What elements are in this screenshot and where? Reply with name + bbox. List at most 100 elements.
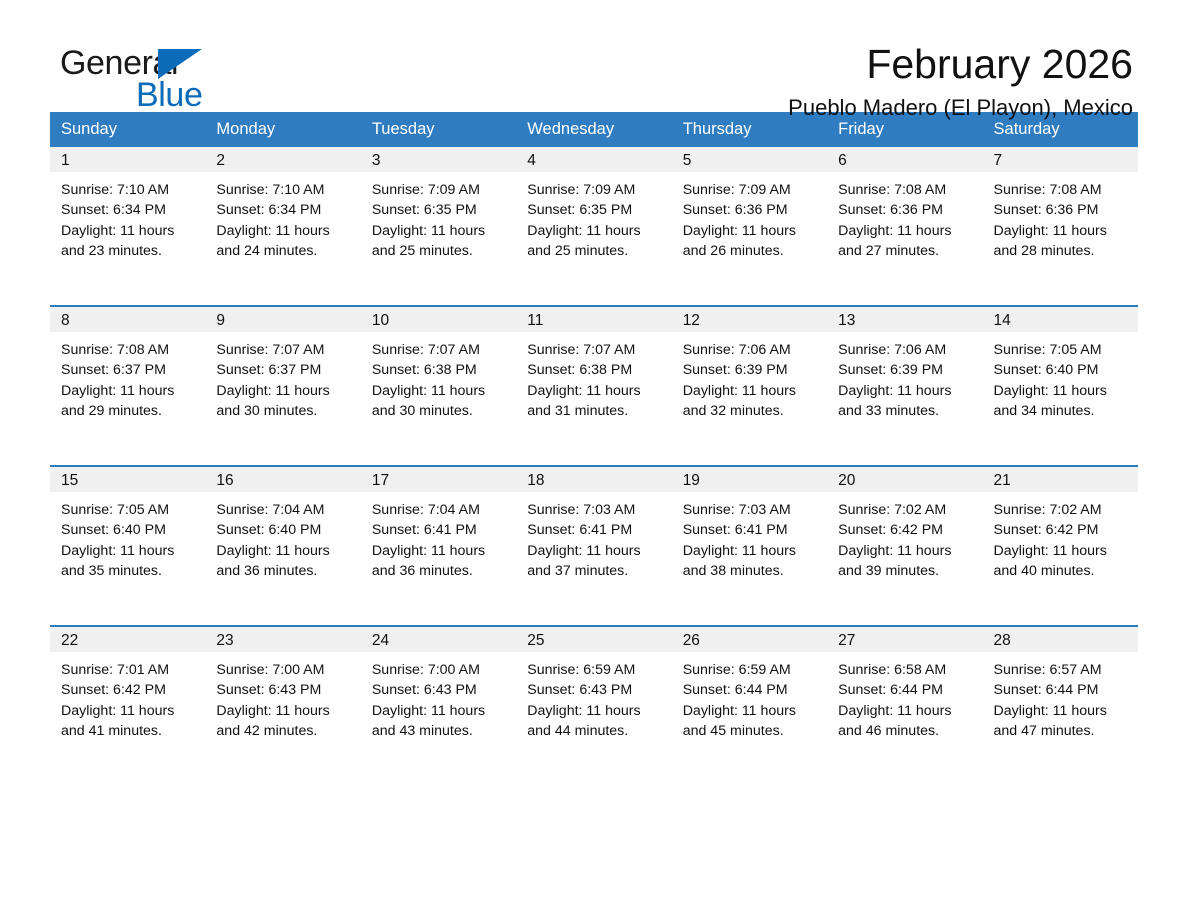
day-number: 12: [682, 312, 700, 329]
day-details: Sunrise: 7:05 AM Sunset: 6:40 PM Dayligh…: [983, 332, 1138, 422]
sunset-time: Sunset: 6:35 PM: [371, 202, 477, 219]
calendar-day-cell[interactable]: 5 Sunrise: 7:09 AM Sunset: 6:36 PM Dayli…: [671, 147, 828, 306]
day-number-band: 22: [50, 627, 206, 652]
daylight-duration-line1: Daylight: 11 hours: [527, 702, 641, 719]
calendar-day-cell[interactable]: 26 Sunrise: 6:59 AM Sunset: 6:44 PM Dayl…: [671, 625, 828, 785]
day-details: Sunrise: 7:08 AM Sunset: 6:37 PM Dayligh…: [50, 332, 205, 422]
day-number: 7: [993, 152, 1003, 169]
day-number-band: 8: [50, 307, 206, 332]
calendar-day-cell[interactable]: 17 Sunrise: 7:04 AM Sunset: 6:41 PM Dayl…: [360, 465, 517, 626]
calendar-day-cell[interactable]: 19 Sunrise: 7:03 AM Sunset: 6:41 PM Dayl…: [671, 465, 828, 626]
sunset-time: Sunset: 6:39 PM: [682, 362, 788, 379]
calendar-day-cell[interactable]: 8 Sunrise: 7:08 AM Sunset: 6:37 PM Dayli…: [50, 305, 206, 466]
day-details: Sunrise: 7:00 AM Sunset: 6:43 PM Dayligh…: [361, 652, 516, 742]
calendar-day-cell[interactable]: 15 Sunrise: 7:05 AM Sunset: 6:40 PM Dayl…: [50, 465, 206, 626]
calendar-day-cell[interactable]: 10 Sunrise: 7:07 AM Sunset: 6:38 PM Dayl…: [360, 305, 517, 466]
sunrise-time: Sunrise: 7:02 AM: [838, 502, 947, 518]
calendar-day-cell[interactable]: 11 Sunrise: 7:07 AM Sunset: 6:38 PM Dayl…: [516, 305, 672, 466]
daylight-duration-line1: Daylight: 11 hours: [371, 382, 486, 399]
sunrise-time: Sunrise: 7:00 AM: [371, 662, 480, 678]
sunset-time: Sunset: 6:42 PM: [838, 522, 943, 539]
calendar-day-cell[interactable]: 4 Sunrise: 7:09 AM Sunset: 6:35 PM Dayli…: [516, 147, 672, 306]
calendar-day-cell[interactable]: 12 Sunrise: 7:06 AM Sunset: 6:39 PM Dayl…: [671, 305, 828, 466]
day-number-band: 3: [360, 147, 517, 172]
daylight-duration-line1: Daylight: 11 hours: [371, 702, 486, 719]
weekday-header-sunday: Sunday: [50, 112, 206, 147]
day-number: 4: [527, 152, 536, 169]
calendar-day-cell[interactable]: 1 Sunrise: 7:10 AM Sunset: 6:34 PM Dayli…: [50, 147, 206, 306]
day-details: Sunrise: 7:10 AM Sunset: 6:34 PM Dayligh…: [205, 172, 360, 262]
daylight-duration-line1: Daylight: 11 hours: [61, 542, 175, 559]
calendar-day-cell[interactable]: 27 Sunrise: 6:58 AM Sunset: 6:44 PM Dayl…: [827, 625, 983, 785]
daylight-duration-line1: Daylight: 11 hours: [838, 542, 952, 559]
day-number-band: 1: [50, 147, 206, 172]
calendar-day-cell[interactable]: 9 Sunrise: 7:07 AM Sunset: 6:37 PM Dayli…: [205, 305, 361, 466]
day-number: 2: [216, 152, 226, 169]
daylight-duration-line2: and 42 minutes.: [216, 723, 318, 740]
day-number: 11: [527, 312, 544, 329]
sunrise-time: Sunrise: 7:04 AM: [216, 502, 325, 518]
daylight-duration-line1: Daylight: 11 hours: [371, 222, 486, 239]
day-number-band: 4: [516, 147, 672, 172]
sunrise-time: Sunrise: 7:03 AM: [682, 502, 791, 518]
sunrise-time: Sunrise: 7:00 AM: [216, 662, 325, 678]
day-number-band: 13: [827, 307, 983, 332]
calendar-day-cell[interactable]: 2 Sunrise: 7:10 AM Sunset: 6:34 PM Dayli…: [205, 147, 361, 306]
day-number-band: 12: [671, 307, 828, 332]
calendar-day-cell[interactable]: 20 Sunrise: 7:02 AM Sunset: 6:42 PM Dayl…: [827, 465, 983, 626]
sunrise-time: Sunrise: 7:07 AM: [216, 342, 325, 358]
sunrise-time: Sunrise: 6:59 AM: [682, 662, 791, 678]
day-number-band: 14: [982, 307, 1138, 332]
calendar-day-cell[interactable]: 21 Sunrise: 7:02 AM Sunset: 6:42 PM Dayl…: [982, 465, 1138, 626]
calendar-day-cell[interactable]: 13 Sunrise: 7:06 AM Sunset: 6:39 PM Dayl…: [827, 305, 983, 466]
day-number-band: 15: [50, 467, 206, 492]
calendar-day-cell[interactable]: 3 Sunrise: 7:09 AM Sunset: 6:35 PM Dayli…: [360, 147, 517, 306]
daylight-duration-line2: and 43 minutes.: [371, 723, 473, 740]
daylight-duration-line2: and 34 minutes.: [993, 403, 1095, 420]
calendar-day-cell[interactable]: 28 Sunrise: 6:57 AM Sunset: 6:44 PM Dayl…: [982, 625, 1138, 785]
daylight-duration-line2: and 36 minutes.: [371, 563, 473, 580]
sunrise-time: Sunrise: 7:06 AM: [838, 342, 947, 358]
sunset-time: Sunset: 6:39 PM: [838, 362, 943, 379]
sunset-time: Sunset: 6:36 PM: [993, 202, 1099, 219]
day-details: Sunrise: 7:07 AM Sunset: 6:38 PM Dayligh…: [516, 332, 671, 422]
calendar-day-cell[interactable]: 25 Sunrise: 6:59 AM Sunset: 6:43 PM Dayl…: [516, 625, 672, 785]
day-number: 17: [371, 472, 390, 489]
calendar-day-cell[interactable]: 24 Sunrise: 7:00 AM Sunset: 6:43 PM Dayl…: [360, 625, 517, 785]
day-number-band: 21: [982, 467, 1138, 492]
sunrise-sunset-calendar: Sunday Monday Tuesday Wednesday Thursday…: [50, 112, 1138, 785]
day-number: 16: [216, 472, 234, 489]
calendar-day-cell[interactable]: 6 Sunrise: 7:08 AM Sunset: 6:36 PM Dayli…: [827, 147, 983, 306]
daylight-duration-line2: and 39 minutes.: [838, 563, 940, 580]
logo-word-blue: Blue: [136, 76, 203, 114]
calendar-day-cell[interactable]: 16 Sunrise: 7:04 AM Sunset: 6:40 PM Dayl…: [205, 465, 361, 626]
day-number-band: 11: [516, 307, 672, 332]
daylight-duration-line1: Daylight: 11 hours: [682, 542, 796, 559]
calendar-day-cell[interactable]: 22 Sunrise: 7:01 AM Sunset: 6:42 PM Dayl…: [50, 625, 206, 785]
day-details: Sunrise: 6:57 AM Sunset: 6:44 PM Dayligh…: [983, 652, 1138, 742]
generalblue-logo[interactable]: General Blue: [60, 46, 250, 116]
calendar-day-cell[interactable]: 23 Sunrise: 7:00 AM Sunset: 6:43 PM Dayl…: [205, 625, 361, 785]
day-details: Sunrise: 7:03 AM Sunset: 6:41 PM Dayligh…: [516, 492, 671, 582]
sunrise-time: Sunrise: 7:08 AM: [993, 182, 1102, 198]
sunset-time: Sunset: 6:38 PM: [527, 362, 633, 379]
day-details: Sunrise: 7:01 AM Sunset: 6:42 PM Dayligh…: [50, 652, 205, 742]
daylight-duration-line1: Daylight: 11 hours: [527, 542, 641, 559]
day-number: 21: [993, 472, 1011, 489]
day-number: 19: [682, 472, 700, 489]
daylight-duration-line2: and 27 minutes.: [838, 243, 940, 260]
day-number-band: 9: [205, 307, 361, 332]
daylight-duration-line1: Daylight: 11 hours: [838, 702, 952, 719]
calendar-day-cell[interactable]: 14 Sunrise: 7:05 AM Sunset: 6:40 PM Dayl…: [982, 305, 1138, 466]
calendar-day-cell[interactable]: 18 Sunrise: 7:03 AM Sunset: 6:41 PM Dayl…: [516, 465, 672, 626]
sunrise-time: Sunrise: 7:08 AM: [61, 342, 170, 358]
day-details: Sunrise: 7:04 AM Sunset: 6:41 PM Dayligh…: [361, 492, 516, 582]
calendar-day-cell[interactable]: 7 Sunrise: 7:08 AM Sunset: 6:36 PM Dayli…: [982, 147, 1138, 306]
day-number: 23: [216, 632, 234, 649]
day-number-band: 6: [827, 147, 983, 172]
daylight-duration-line2: and 33 minutes.: [838, 403, 940, 420]
sunset-time: Sunset: 6:34 PM: [61, 202, 166, 219]
page-title: February 2026: [866, 41, 1133, 87]
sunrise-time: Sunrise: 7:10 AM: [61, 182, 170, 198]
calendar-week-row: 22 Sunrise: 7:01 AM Sunset: 6:42 PM Dayl…: [50, 625, 1138, 785]
